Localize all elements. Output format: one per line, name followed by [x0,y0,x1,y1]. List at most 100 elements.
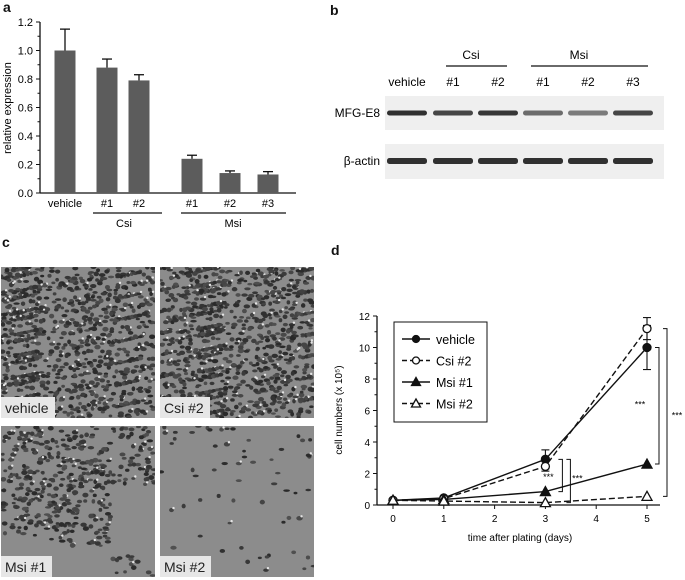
data-point [640,457,654,469]
significance-stars: *** [543,472,554,482]
series-msi-2 [386,489,654,508]
bar [96,67,118,193]
bar-chart-relative-expression: 0.0 0.2 0.4 0.6 0.8 1.0 1.2 relative expression… [2,17,296,230]
x-tick-label: vehicle [48,198,82,210]
y-tick-label: 2 [364,470,370,481]
data-point [411,334,421,344]
significance-stars: *** [572,473,583,483]
y-tick-label: 4 [364,438,370,449]
significance-bracket [655,347,660,465]
x-tick-label: #1 [186,198,198,210]
significance-stars: *** [635,399,646,409]
blot-band [478,158,518,164]
significance-bracket [566,458,571,504]
panel-letter-b: b [330,2,339,18]
y-tick-label: 0.4 [18,131,33,143]
lane-label: #1 [446,75,460,89]
blot-band [387,158,427,164]
x-tick-label: 3 [543,514,549,525]
bar [128,80,150,193]
lane-label: #2 [491,75,505,89]
micrograph-msi-1: Msi #1 [1,426,155,577]
y-tick-label: 1.0 [18,46,33,58]
lane-label: #1 [536,75,550,89]
micrograph-csi-2: Csi #2 [160,267,314,418]
y-tick-label: 0 [364,501,370,512]
x-tick-label: #3 [262,198,274,210]
data-point [539,485,552,497]
western-blot: Csi Msi vehicle #1 #2 #1 #2 #3 MFG-E8 β-actin [335,48,664,179]
lane-label: #3 [626,75,640,89]
blot-band [433,158,473,164]
blot-band [568,158,608,164]
cell-image [160,267,314,418]
panel-letter-a: a [3,0,11,15]
y-tick-label: 0.0 [18,188,33,200]
cell-image [160,426,314,577]
group-label: Csi [116,218,132,230]
bar [54,50,76,193]
blot-band [433,110,473,116]
significance-bracket [558,458,563,493]
micrograph-label: vehicle [1,397,55,418]
blot-band [568,110,608,116]
data-point [642,323,652,334]
micrograph-label: Msi #1 [1,556,53,577]
x-tick-label: 1 [441,514,447,525]
lane-label: #2 [581,75,595,89]
cell-image [1,267,155,418]
data-point [411,356,421,365]
panel-letter-d: d [331,242,340,258]
bar [219,173,241,193]
legend-label: Msi #2 [436,398,473,412]
series-msi-1 [386,457,654,505]
data-point [410,376,422,387]
series-line [392,495,648,504]
blot-band [523,158,563,164]
blot-row-label: MFG-E8 [335,106,381,120]
micrograph-vehicle: vehicle [1,267,155,418]
y-tick-label: 8 [364,375,370,386]
blot-group-label: Csi [462,48,479,62]
y-tick-label: 12 [359,312,371,323]
x-tick-label: #2 [133,198,145,210]
panel-letter-c: c [2,234,10,250]
blot-band [613,110,653,116]
legend-label: Msi #1 [436,376,473,390]
lane-label: vehicle [388,75,426,89]
y-axis-label: relative expression [2,62,14,154]
micrograph-msi-2: Msi #2 [160,426,314,577]
significance-bracket [663,328,668,497]
x-tick-label: 5 [644,514,650,525]
x-tick-label: 2 [492,514,498,525]
x-tick-label: #2 [224,198,236,210]
group-label: Msi [224,218,241,230]
series-line [392,347,648,501]
data-point [540,461,551,472]
series-line [392,328,648,501]
x-tick-label: 0 [390,514,396,525]
data-point [386,493,400,505]
y-tick-label: 0.2 [18,160,33,172]
x-axis-label: time after plating (days) [468,533,573,544]
bar [181,158,203,193]
data-point [640,489,654,501]
y-axis-label: cell numbers (x 10⁵) [334,365,345,454]
x-tick-label: #1 [101,198,113,210]
micrograph-label: Csi #2 [160,397,210,418]
legend: vehicle Csi #2 Msi #1 Msi #2 [393,321,488,423]
blot-band [478,110,518,116]
data-point [437,494,450,506]
bar [257,174,279,193]
blot-band [387,110,427,116]
y-tick-label: 6 [364,407,370,418]
cell-image [1,426,155,577]
x-tick-label: 4 [593,514,599,525]
data-point [539,496,552,508]
data-point [410,397,422,408]
y-tick-label: 10 [359,344,371,355]
series-line [392,463,648,501]
blot-band [613,158,653,164]
y-tick-label: 0.6 [18,103,33,115]
blot-row-label: β-actin [344,154,380,168]
